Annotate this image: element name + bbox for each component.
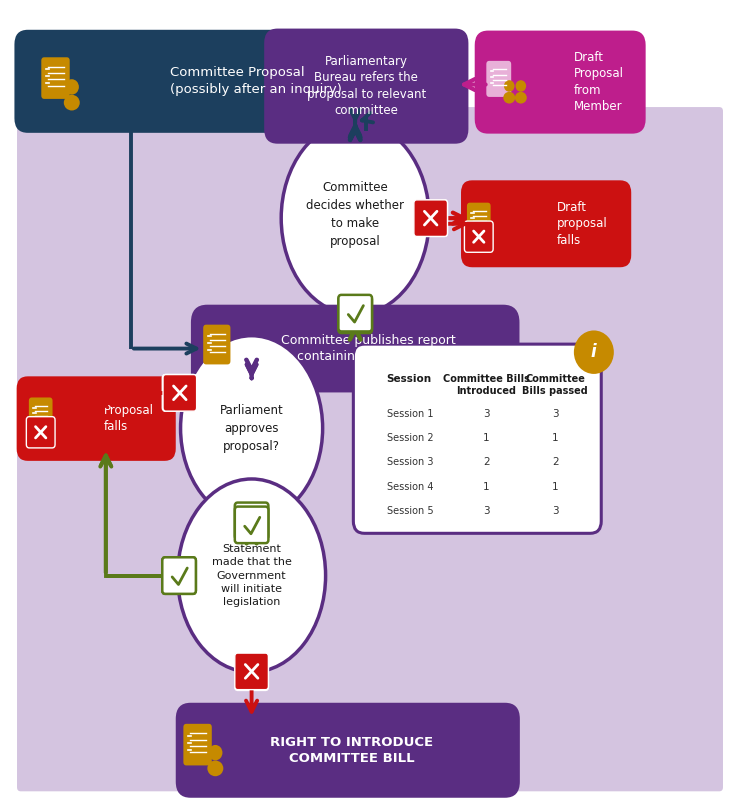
FancyBboxPatch shape bbox=[235, 654, 269, 691]
Text: 3: 3 bbox=[483, 409, 490, 419]
Text: i: i bbox=[591, 343, 596, 361]
FancyBboxPatch shape bbox=[338, 295, 372, 332]
Text: RIGHT TO INTRODUCE
COMMITTEE BILL: RIGHT TO INTRODUCE COMMITTEE BILL bbox=[270, 736, 433, 765]
Text: Committee Bills
Introduced: Committee Bills Introduced bbox=[443, 374, 530, 395]
FancyBboxPatch shape bbox=[162, 557, 196, 594]
FancyBboxPatch shape bbox=[475, 31, 645, 134]
FancyBboxPatch shape bbox=[235, 653, 269, 690]
Text: Proposal
falls: Proposal falls bbox=[104, 404, 154, 433]
Text: 3: 3 bbox=[552, 409, 559, 419]
FancyBboxPatch shape bbox=[461, 180, 631, 267]
Text: Statement
made that the
Government
will initiate
legislation: Statement made that the Government will … bbox=[212, 544, 292, 607]
Ellipse shape bbox=[207, 761, 223, 776]
FancyBboxPatch shape bbox=[414, 200, 448, 237]
Text: Session 1: Session 1 bbox=[387, 409, 433, 419]
Text: 1: 1 bbox=[483, 481, 490, 492]
FancyBboxPatch shape bbox=[15, 30, 303, 133]
Text: Session 5: Session 5 bbox=[387, 506, 434, 516]
Text: Session 3: Session 3 bbox=[387, 457, 433, 468]
Text: 3: 3 bbox=[483, 506, 490, 516]
Text: 3: 3 bbox=[552, 506, 559, 516]
Text: 2: 2 bbox=[552, 457, 559, 468]
Text: 1: 1 bbox=[552, 433, 559, 444]
FancyBboxPatch shape bbox=[235, 502, 269, 539]
Text: Parliamentary
Bureau refers the
proposal to relevant
committee: Parliamentary Bureau refers the proposal… bbox=[306, 55, 426, 118]
FancyBboxPatch shape bbox=[338, 296, 372, 333]
FancyBboxPatch shape bbox=[414, 200, 448, 237]
FancyBboxPatch shape bbox=[467, 203, 491, 237]
Text: Committee
Bills passed: Committee Bills passed bbox=[522, 374, 588, 395]
Text: Committee Proposal
(possibly after an inquiry): Committee Proposal (possibly after an in… bbox=[170, 66, 342, 97]
Text: Draft
Proposal
from
Member: Draft Proposal from Member bbox=[574, 51, 624, 114]
FancyBboxPatch shape bbox=[163, 374, 197, 411]
FancyBboxPatch shape bbox=[354, 345, 601, 533]
Circle shape bbox=[516, 80, 526, 92]
Text: Session 4: Session 4 bbox=[387, 481, 433, 492]
Ellipse shape bbox=[181, 336, 323, 521]
FancyBboxPatch shape bbox=[204, 324, 230, 365]
Text: 2: 2 bbox=[483, 457, 490, 468]
Circle shape bbox=[574, 330, 614, 374]
Circle shape bbox=[504, 80, 514, 92]
FancyBboxPatch shape bbox=[264, 28, 468, 143]
Text: Draft
proposal
falls: Draft proposal falls bbox=[556, 200, 608, 247]
Circle shape bbox=[208, 745, 223, 761]
Text: Session 2: Session 2 bbox=[387, 433, 434, 444]
Circle shape bbox=[64, 79, 79, 95]
Ellipse shape bbox=[515, 92, 527, 104]
Ellipse shape bbox=[64, 95, 80, 110]
Ellipse shape bbox=[178, 479, 326, 672]
FancyBboxPatch shape bbox=[163, 374, 197, 411]
FancyBboxPatch shape bbox=[465, 221, 493, 252]
Ellipse shape bbox=[281, 122, 429, 315]
FancyBboxPatch shape bbox=[191, 305, 519, 393]
FancyBboxPatch shape bbox=[162, 557, 196, 594]
Text: Committee publishes report
containing its proposal: Committee publishes report containing it… bbox=[281, 334, 456, 363]
Ellipse shape bbox=[503, 92, 515, 104]
FancyBboxPatch shape bbox=[184, 724, 212, 766]
Text: Parliament
approves
proposal?: Parliament approves proposal? bbox=[220, 404, 283, 452]
FancyBboxPatch shape bbox=[29, 398, 53, 431]
FancyBboxPatch shape bbox=[17, 377, 176, 460]
FancyBboxPatch shape bbox=[162, 374, 196, 411]
Text: Committee
decides whether
to make
proposal: Committee decides whether to make propos… bbox=[306, 180, 404, 248]
FancyBboxPatch shape bbox=[486, 61, 511, 97]
FancyBboxPatch shape bbox=[17, 107, 723, 791]
FancyBboxPatch shape bbox=[41, 57, 70, 99]
FancyBboxPatch shape bbox=[27, 417, 55, 448]
FancyBboxPatch shape bbox=[175, 703, 519, 798]
Text: Session: Session bbox=[387, 374, 431, 384]
Text: 1: 1 bbox=[552, 481, 559, 492]
Text: 1: 1 bbox=[483, 433, 490, 444]
FancyBboxPatch shape bbox=[235, 506, 269, 543]
